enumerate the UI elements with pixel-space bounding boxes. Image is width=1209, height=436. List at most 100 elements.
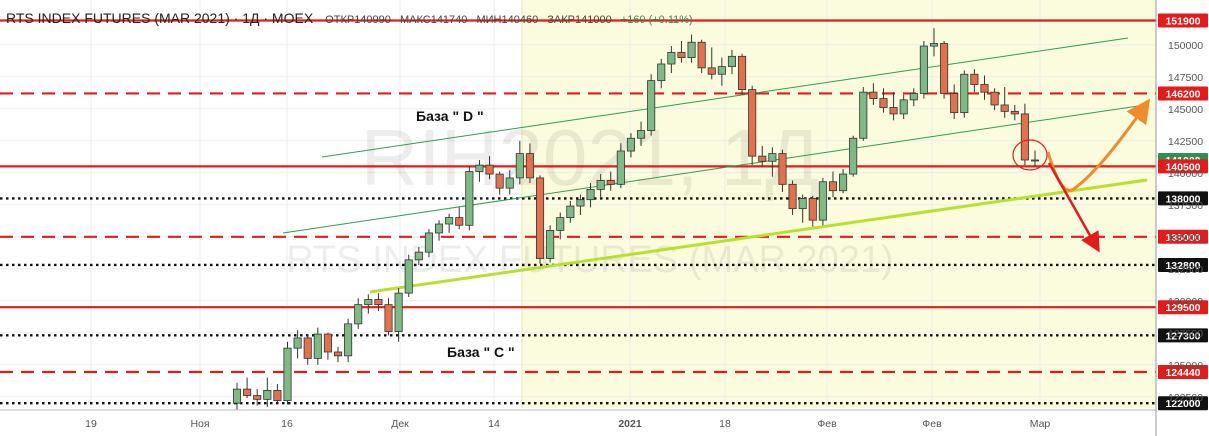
candle-bullish (687, 41, 696, 59)
support-trendline (369, 178, 1148, 294)
highlight-region (522, 0, 1156, 408)
candle-bearish (333, 351, 343, 357)
candle-bullish (313, 333, 322, 359)
candle-bearish (303, 337, 312, 359)
price-label-146200: 146200 (1165, 88, 1200, 100)
candle-bearish (384, 304, 393, 332)
candle-bullish (424, 232, 433, 253)
candle-bullish (465, 171, 474, 226)
x-tick-label: Фев (922, 418, 942, 430)
candle-bearish (748, 89, 757, 157)
candle-bearish (738, 55, 747, 90)
candle-bearish (323, 333, 332, 353)
candle-bullish (364, 299, 373, 306)
candle-bullish (768, 153, 777, 162)
candle-bearish (879, 98, 888, 108)
close-value: ЗАКР141000 (547, 14, 612, 26)
candle-bullish (394, 292, 403, 332)
candle-bullish (637, 130, 646, 139)
candle-bearish (950, 93, 959, 114)
candle-bullish (515, 153, 524, 179)
x-tick-label: Ноя (190, 418, 209, 430)
y-tick-label: 122500 (1168, 392, 1203, 404)
candle-bearish (606, 180, 615, 185)
price-label-box-138000 (1158, 191, 1208, 206)
candle-bearish (940, 43, 949, 94)
candle-bullish (596, 180, 605, 190)
x-tick-label: 14 (488, 418, 500, 430)
low-value: МИН140460 (476, 14, 539, 26)
price-label-138000: 138000 (1165, 193, 1200, 205)
candles (232, 28, 1040, 410)
x-tick-label: Фев (817, 418, 837, 430)
candle-bearish (495, 173, 504, 189)
change-value: +160 (+0.11%) (620, 14, 693, 26)
candle-bullish (354, 304, 363, 325)
candle-bearish (525, 153, 534, 179)
price-label-box-122000 (1158, 396, 1208, 411)
candle-bullish (475, 164, 484, 172)
candle-bearish (707, 67, 716, 75)
price-label-129500: 129500 (1165, 302, 1200, 314)
x-tick-label: Дек (391, 418, 409, 430)
candle-bullish (960, 73, 969, 114)
forecast-down-arrow (1047, 162, 1100, 253)
candle-bullish (344, 323, 353, 357)
candle-bearish (788, 183, 797, 210)
price-label-box-135000 (1158, 229, 1208, 244)
candle-bullish (919, 45, 928, 94)
candle-bearish (1010, 110, 1019, 115)
candle-bearish (697, 41, 706, 69)
candle-bullish (626, 137, 635, 152)
base-c-label: База " C " (447, 344, 515, 360)
candle-bearish (273, 389, 282, 402)
y-tick-label: 142500 (1168, 136, 1203, 148)
candle-bullish (445, 217, 454, 225)
candle-bearish (485, 164, 494, 175)
price-label-box-129500 (1158, 300, 1208, 315)
candle-bearish (677, 52, 686, 58)
candle-bearish (1020, 113, 1029, 161)
price-label-box-140500 (1158, 159, 1208, 174)
candle-bullish (434, 223, 444, 234)
candle-bearish (243, 388, 252, 396)
candle-bullish (293, 337, 302, 349)
channel-lower-line (282, 104, 1146, 234)
y-tick-label: 135000 (1168, 232, 1203, 244)
candle-bearish (970, 73, 979, 85)
price-label-box-124440 (1158, 364, 1208, 379)
ohlc-values: ОТКР140990 МАКС141740 МИН140460 ЗАКР1410… (319, 14, 693, 26)
price-label-box-151900 (1158, 13, 1208, 28)
candle-bullish (576, 199, 585, 207)
candle-bearish (455, 217, 464, 226)
candle-bullish (283, 347, 292, 402)
candle-bearish (778, 153, 787, 185)
y-tick-label: 140000 (1168, 168, 1203, 180)
candle-bullish (586, 189, 595, 201)
candle-bullish (556, 217, 565, 231)
price-label-124440: 124440 (1165, 367, 1200, 379)
candle-bullish (839, 173, 848, 192)
candle-bullish (414, 251, 423, 261)
forecast-arrows (1012, 98, 1151, 253)
y-tick-label: 137500 (1168, 200, 1203, 212)
candle-bearish (758, 155, 767, 162)
candle-bearish (808, 197, 817, 221)
highlight-ellipse (1012, 139, 1048, 171)
y-tick-label: 130000 (1168, 296, 1203, 308)
base-d-label: База " D " (416, 108, 484, 124)
y-tick-label: 150000 (1168, 40, 1203, 52)
candle-bearish (828, 181, 838, 192)
candle-bullish (1030, 159, 1040, 162)
y-tick-label: 132500 (1168, 264, 1203, 276)
ticker-title[interactable]: RTS INDEX FUTURES (MAR 2021) · 1Д · MOEX (6, 10, 314, 26)
price-label-box-132800 (1158, 257, 1208, 272)
candle-bearish (253, 395, 262, 400)
candle-bearish (980, 84, 989, 93)
candle-bullish (505, 177, 514, 189)
candle-bullish (818, 181, 827, 221)
candle-bullish (849, 137, 858, 175)
y-tick-label: 147500 (1168, 72, 1203, 84)
